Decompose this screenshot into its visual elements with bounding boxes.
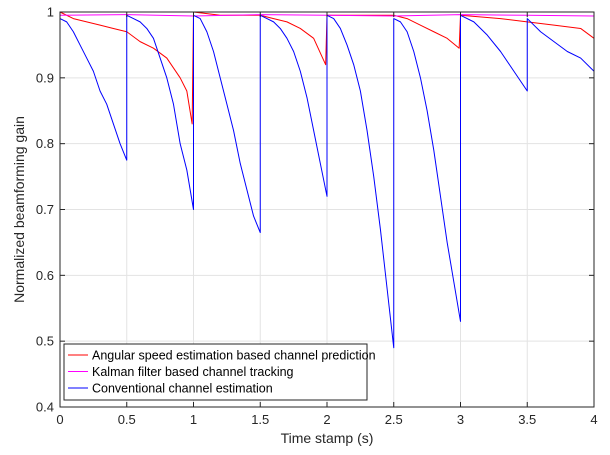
y-tick-label: 0.6 bbox=[36, 268, 54, 283]
series-line-3 bbox=[59, 14, 595, 349]
x-tick-label: 0.5 bbox=[118, 412, 136, 427]
x-tick-label: 1.5 bbox=[251, 412, 269, 427]
legend: Angular speed estimation based channel p… bbox=[63, 343, 376, 401]
x-tick-label: 2.5 bbox=[385, 412, 403, 427]
y-tick-label: 1 bbox=[47, 5, 54, 20]
y-axis-label: Normalized beamforming gain bbox=[11, 116, 27, 303]
x-tick-label: 3.5 bbox=[518, 412, 536, 427]
x-tick-label: 0 bbox=[56, 412, 63, 427]
y-tick-label: 0.8 bbox=[36, 136, 54, 151]
x-axis-label: Time stamp (s) bbox=[281, 430, 374, 446]
y-tick-label: 0.9 bbox=[36, 70, 54, 85]
y-tick-label: 0.5 bbox=[36, 334, 54, 349]
y-tick-label: 0.7 bbox=[36, 202, 54, 217]
x-tick-label: 2 bbox=[323, 412, 330, 427]
legend-box bbox=[63, 343, 368, 401]
series-line-1 bbox=[59, 11, 595, 125]
ticks: 0 0.5 1 1.5 2 2.5 3 3.5 4 0.4 0.5 0.6 0.7 0.8 0.9 1 bbox=[36, 5, 598, 428]
x-tick-label: 1 bbox=[190, 412, 197, 427]
x-tick-label: 3 bbox=[457, 412, 464, 427]
y-tick-label: 0.4 bbox=[36, 400, 54, 415]
legend-label-3: Conventional channel estimation bbox=[92, 382, 273, 396]
x-tick-label: 4 bbox=[590, 412, 597, 427]
legend-label-2: Kalman filter based channel tracking bbox=[92, 365, 294, 379]
legend-label-1: Angular speed estimation based channel p… bbox=[92, 349, 376, 363]
